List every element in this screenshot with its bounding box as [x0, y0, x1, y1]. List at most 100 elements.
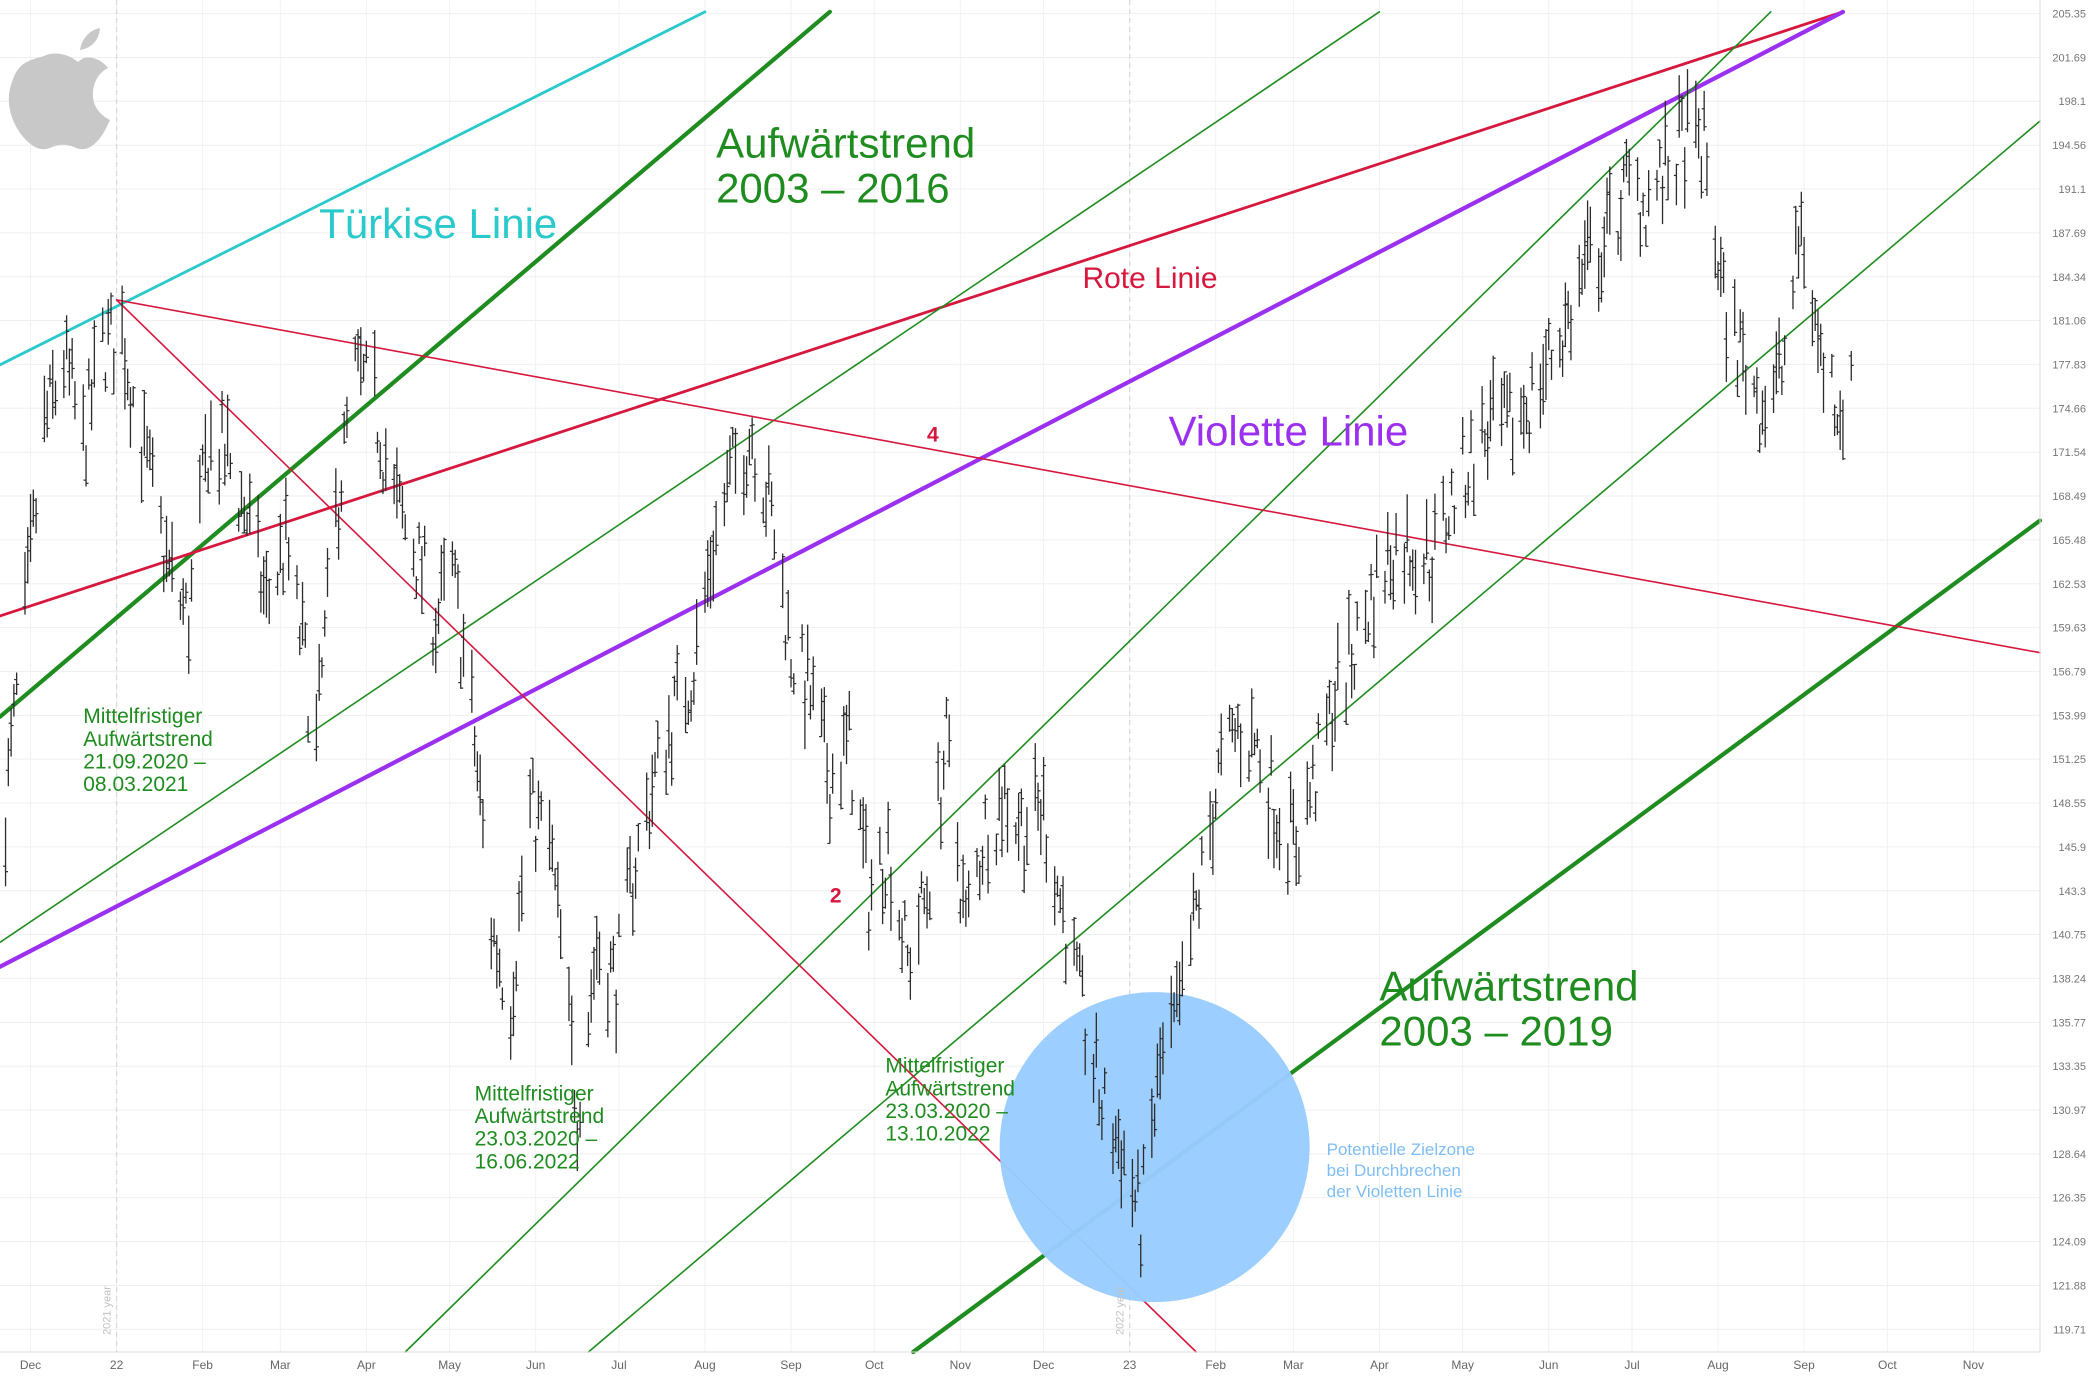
- ohlc-bar: [821, 687, 827, 743]
- ohlc-bar: [513, 960, 519, 992]
- ohlc-bar: [982, 794, 988, 820]
- ohlc-bar: [1149, 1088, 1155, 1158]
- ohlc-bar: [491, 918, 497, 947]
- ohlc-bar: [1832, 404, 1838, 436]
- ohlc-bar: [516, 881, 522, 932]
- ohlc-bar: [1304, 761, 1310, 825]
- ohlc-bar: [1188, 914, 1194, 966]
- ohlc-bar: [1410, 549, 1416, 591]
- x-tick-label: Apr: [1370, 1358, 1389, 1372]
- ohlc-bar: [877, 826, 883, 865]
- ohlc-bar: [1293, 826, 1299, 886]
- ohlc-bar: [105, 299, 111, 345]
- ohlc-bar: [1504, 374, 1510, 428]
- annotation-line: Violette Linie: [1168, 408, 1408, 455]
- annotation-line: Mittelfristiger: [83, 705, 202, 728]
- ohlc-bar: [713, 501, 719, 556]
- ohlc-bar: [857, 799, 863, 831]
- ohlc-bar: [1462, 484, 1468, 519]
- ohlc-bar: [1274, 814, 1280, 859]
- y-tick-label: 194.56: [2052, 140, 2086, 152]
- ohlc-bar: [1063, 943, 1069, 985]
- ohlc-bar: [1446, 516, 1452, 540]
- trend-line-1: [0, 9, 832, 719]
- ohlc-bar: [1685, 69, 1691, 133]
- ohlc-bar: [1315, 713, 1321, 739]
- ohlc-bar: [50, 349, 56, 419]
- ohlc-bar: [899, 918, 905, 973]
- ohlc-bar: [782, 634, 788, 661]
- ohlc-bar: [863, 804, 869, 864]
- ohlc-bar: [610, 935, 616, 972]
- ohlc-bar: [1368, 563, 1374, 601]
- ohlc-bar: [533, 835, 539, 872]
- annotation-line: Aufwärtstrend: [1379, 962, 1638, 1009]
- ohlc-bar: [1660, 175, 1666, 225]
- ohlc-bar: [1771, 364, 1777, 413]
- annotation-line: 23.03.2020 –: [885, 1100, 1008, 1123]
- ohlc-bar: [1174, 960, 1180, 1018]
- ohlc-bar: [1102, 1067, 1108, 1094]
- ohlc-bar: [838, 761, 844, 810]
- ohlc-bar: [780, 553, 786, 609]
- ohlc-bar: [766, 445, 772, 495]
- ohlc-bar: [1460, 417, 1466, 455]
- x-tick-label: Aug: [694, 1358, 715, 1372]
- ohlc-bar: [1371, 596, 1377, 659]
- ohlc-bar: [907, 947, 913, 1000]
- ohlc-bar: [1079, 955, 1085, 997]
- ohlc-bar: [247, 473, 253, 534]
- ohlc-bar: [1018, 788, 1024, 827]
- ohlc-bar: [255, 494, 261, 558]
- ohlc-bar: [1271, 808, 1277, 869]
- ohlc-bar: [197, 454, 203, 524]
- ohlc-bar: [325, 548, 331, 597]
- ohlc-bar: [363, 340, 369, 364]
- ohlc-bar: [974, 848, 980, 878]
- x-tick-label: May: [1451, 1358, 1474, 1372]
- trend-line-6: [404, 11, 1772, 1353]
- ohlc-bar: [413, 576, 419, 600]
- ohlc-bar: [1332, 680, 1338, 742]
- ohlc-bar: [222, 443, 228, 486]
- trend-line-0: [0, 10, 707, 367]
- ohlc-bar: [702, 571, 708, 613]
- ohlc-bar: [1673, 163, 1679, 206]
- ohlc-bar: [1821, 352, 1827, 413]
- annotation-2: Rote Linie: [1082, 262, 1217, 295]
- target-zone-label-line: Potentielle Zielzone: [1327, 1140, 1475, 1159]
- x-tick-label: Feb: [1205, 1358, 1226, 1372]
- ohlc-bar: [1407, 555, 1413, 587]
- ohlc-bar: [111, 348, 117, 395]
- ohlc-bar: [1543, 329, 1549, 401]
- ohlc-bar: [710, 530, 716, 602]
- ohlc-bar: [1587, 206, 1593, 263]
- ohlc-bar: [1354, 601, 1360, 631]
- ohlc-bar: [802, 680, 808, 750]
- ohlc-bar: [127, 387, 133, 448]
- ohlc-bar: [89, 379, 95, 431]
- ohlc-bar: [1343, 682, 1349, 725]
- ohlc-bar: [791, 673, 797, 695]
- x-tick-label: Dec: [1033, 1358, 1054, 1372]
- target-zone: [999, 992, 1310, 1303]
- ohlc-bar: [1324, 693, 1330, 746]
- ohlc-bar: [341, 411, 347, 444]
- ohlc-bar: [208, 400, 214, 471]
- ohlc-bar: [644, 772, 650, 831]
- annotation-line: Aufwärtstrend: [885, 1077, 1015, 1100]
- ohlc-bar: [1257, 749, 1263, 793]
- annotation-line: 08.03.2021: [83, 773, 188, 796]
- ohlc-bar: [927, 891, 933, 921]
- ohlc-bar: [1604, 177, 1610, 234]
- ohlc-bar: [202, 414, 208, 482]
- ohlc-bar: [588, 969, 594, 1023]
- y-tick-label: 128.64: [2052, 1149, 2086, 1161]
- ohlc-bar: [14, 672, 20, 695]
- x-tick-label: Nov: [950, 1358, 971, 1372]
- x-tick-label: Mar: [1283, 1358, 1304, 1372]
- target-zone-label-line: bei Durchbrechen: [1327, 1161, 1461, 1180]
- ohlc-bar: [1041, 757, 1047, 821]
- ohlc-bar: [1199, 836, 1205, 866]
- ohlc-bar: [1074, 941, 1080, 972]
